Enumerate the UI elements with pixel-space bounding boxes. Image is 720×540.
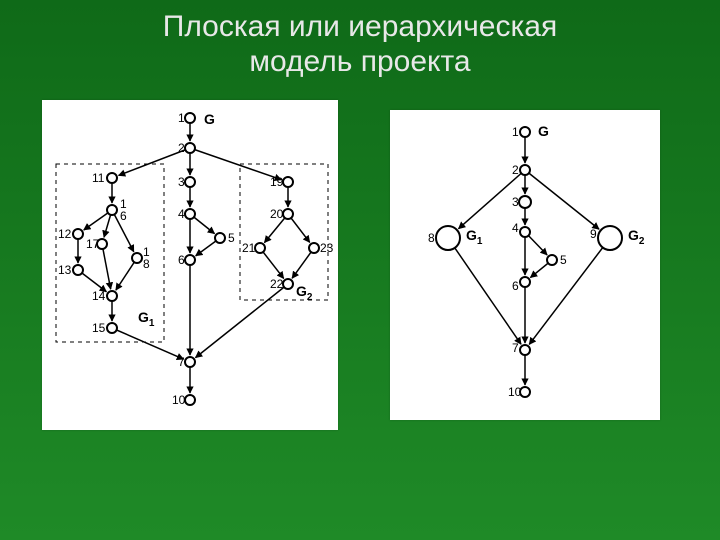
- slide-title: Плоская или иерархическая модель проекта: [0, 10, 720, 79]
- graph-label: G: [204, 111, 215, 127]
- node-label: 12: [58, 227, 72, 241]
- node-23: [309, 243, 319, 253]
- node-4: [185, 209, 195, 219]
- node-18: [132, 253, 142, 263]
- node-12: [73, 229, 83, 239]
- node-14: [107, 291, 117, 301]
- node-label: 5: [560, 253, 567, 267]
- node-label: 15: [92, 321, 106, 335]
- node-7: [185, 357, 195, 367]
- node-2: [520, 165, 530, 175]
- node-label: 20: [270, 207, 284, 221]
- node-8: [436, 226, 460, 250]
- node-label: 7: [512, 341, 519, 355]
- left-diagram-panel: 12345671011161217181314151920212322GG1G2: [42, 100, 338, 430]
- node-label: 2: [512, 163, 519, 177]
- node-10: [185, 395, 195, 405]
- node-1: [185, 113, 195, 123]
- right-diagram-svg: 1 2 3 4 5 6 7 10 8 9 G G1 G2: [390, 110, 660, 420]
- node-label: 22: [270, 277, 284, 291]
- node-label: 1: [512, 125, 519, 139]
- node-label: 8: [428, 231, 435, 245]
- node-19: [283, 177, 293, 187]
- node-9: [598, 226, 622, 250]
- node-label: 19: [270, 175, 284, 189]
- node-5: [215, 233, 225, 243]
- node-5: [547, 255, 557, 265]
- node-11: [107, 173, 117, 183]
- node-label: 23: [320, 241, 334, 255]
- subgraph-label-g2: G2: [628, 227, 645, 247]
- node-22: [283, 279, 293, 289]
- node-21: [255, 243, 265, 253]
- slide: Плоская или иерархическая модель проекта…: [0, 0, 720, 540]
- node-label: 11: [92, 171, 105, 185]
- node-label: 7: [178, 355, 185, 369]
- right-diagram-panel: 1 2 3 4 5 6 7 10 8 9 G G1 G2: [390, 110, 660, 420]
- node-label: 6: [120, 209, 127, 223]
- node-label: 17: [86, 237, 100, 251]
- node-20: [283, 209, 293, 219]
- node-6: [185, 255, 195, 265]
- node-1: [520, 127, 530, 137]
- subgraph-label-g2: G2: [296, 283, 313, 303]
- node-label: 4: [512, 221, 519, 235]
- node-13: [73, 265, 83, 275]
- node-2: [185, 143, 195, 153]
- node-label: 3: [178, 175, 185, 189]
- node-3: [519, 196, 531, 208]
- node-7: [520, 345, 530, 355]
- node-label: 6: [178, 253, 185, 267]
- node-label: 6: [512, 279, 519, 293]
- node-label: 9: [590, 227, 597, 241]
- node-6: [520, 277, 530, 287]
- node-label: 8: [143, 257, 150, 271]
- node-label: 1: [178, 111, 185, 125]
- node-15: [107, 323, 117, 333]
- node-label: 14: [92, 289, 106, 303]
- subgraph-label-g1: G1: [138, 309, 155, 329]
- node-4: [520, 227, 530, 237]
- subgraph-label-g1: G1: [466, 227, 483, 247]
- graph-label: G: [538, 123, 549, 139]
- node-label: 21: [242, 241, 256, 255]
- node-label: 5: [228, 231, 235, 245]
- node-3: [185, 177, 195, 187]
- node-label: 2: [178, 141, 185, 155]
- node-10: [520, 387, 530, 397]
- node-label: 3: [512, 195, 519, 209]
- node-label: 10: [508, 385, 522, 399]
- node-label: 13: [58, 263, 72, 277]
- node-16: [107, 205, 117, 215]
- left-diagram-svg: 12345671011161217181314151920212322GG1G2: [42, 100, 338, 430]
- node-label: 10: [172, 393, 186, 407]
- node-label: 4: [178, 207, 185, 221]
